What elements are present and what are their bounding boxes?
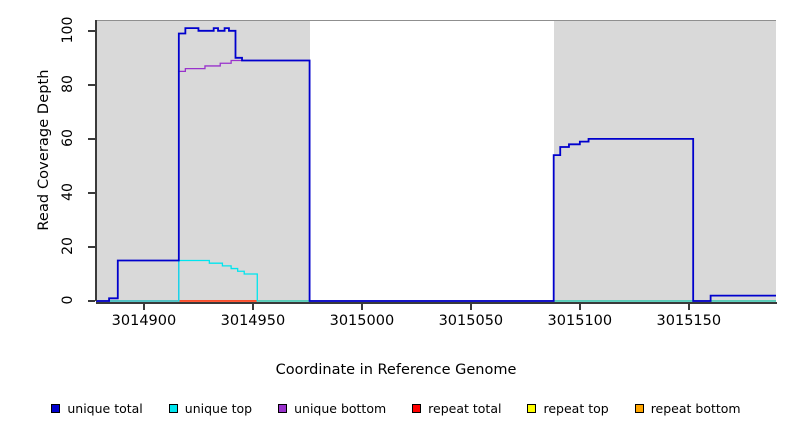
x-tick-label: 3015100 [547, 313, 613, 329]
x-axis-title: Coordinate in Reference Genome [275, 362, 517, 378]
x-tick-label: 3015000 [329, 313, 395, 329]
legend-swatch-icon [168, 403, 178, 413]
legend-item-unique-bottom[interactable]: unique bottom [278, 401, 386, 416]
x-tick-label: 3015150 [656, 313, 722, 329]
series-line-unique-bottom [96, 59, 776, 302]
x-tick [361, 303, 363, 310]
legend-swatch-icon [634, 403, 644, 413]
legend-label: repeat top [543, 400, 609, 416]
y-tick-label: 60 [60, 128, 76, 147]
legend-swatch-icon [527, 403, 537, 413]
y-tick-label: 40 [60, 183, 76, 201]
legend-swatch-icon [412, 403, 422, 413]
y-tick-label: 0 [60, 295, 76, 305]
x-tick-label: 3014900 [111, 313, 177, 329]
x-tick-label: 3014950 [220, 313, 286, 329]
legend-label: unique total [67, 400, 143, 416]
legend-item-repeat-total[interactable]: repeat total [412, 401, 501, 416]
y-tick-label: 20 [60, 237, 76, 255]
x-axis-line [96, 302, 777, 304]
legend-label: repeat total [428, 400, 502, 416]
x-tick-label: 3015050 [438, 313, 504, 329]
x-tick [470, 303, 472, 310]
legend-item-unique-top[interactable]: unique top [168, 400, 253, 416]
plot-area [96, 20, 776, 302]
legend-swatch-icon [51, 403, 61, 413]
x-tick [143, 303, 145, 310]
legend-swatch-icon [278, 403, 288, 413]
y-tick [88, 300, 95, 302]
y-tick-label: 100 [60, 16, 76, 44]
x-tick [579, 303, 581, 310]
legend-item-repeat-top[interactable]: repeat top [527, 400, 609, 416]
series-line-unique-top [96, 259, 776, 302]
shaded-band [553, 20, 776, 301]
y-tick [88, 192, 95, 194]
legend: unique total unique top unique bottom repea… [0, 398, 792, 418]
y-tick-label: 80 [60, 74, 76, 93]
series-line-unique-total [96, 27, 776, 302]
y-tick [88, 138, 95, 140]
y-tick [88, 30, 95, 32]
x-tick [688, 303, 690, 310]
series-lines [96, 27, 776, 302]
y-tick [88, 84, 95, 86]
legend-item-repeat-bottom[interactable]: repeat bottom [634, 400, 741, 416]
legend-label: repeat bottom [650, 400, 741, 416]
y-axis-title: Read Coverage Depth [36, 69, 52, 231]
legend-label: unique top [184, 400, 253, 416]
shaded-band [96, 20, 310, 301]
legend-item-unique-total[interactable]: unique total [51, 400, 143, 416]
legend-label: unique bottom [294, 400, 387, 416]
x-tick [252, 303, 254, 310]
y-tick [88, 246, 95, 248]
y-axis-line [95, 20, 97, 301]
